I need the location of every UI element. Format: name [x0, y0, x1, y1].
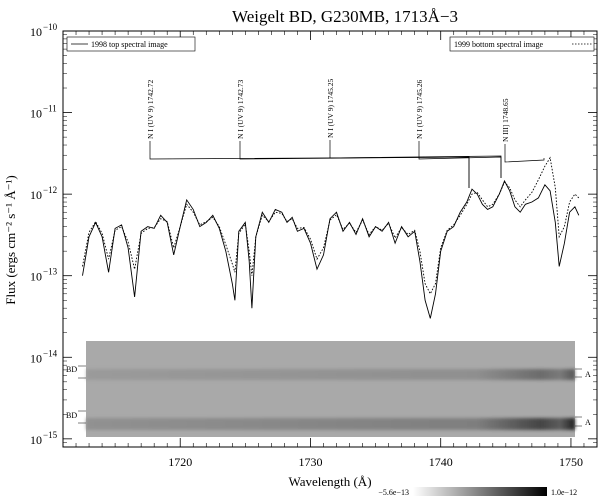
right-label-a-upper: A — [585, 370, 591, 379]
y-tick-label-exponent: −14 — [43, 348, 58, 358]
spectral-image — [86, 341, 575, 437]
y-tick-label: 10 −12 — [30, 185, 57, 202]
series-line-1 — [82, 179, 580, 319]
line-id-leader — [329, 140, 502, 178]
line-id-layer: N I (UV 9) 1742.72 N I (UV 9) 1742.73 N I … — [146, 79, 545, 188]
y-tick-label-base: 10 — [30, 107, 42, 121]
axis-ticks — [63, 30, 597, 447]
line-id-marker: N I (UV 9) 1745.26 — [415, 80, 502, 178]
line-id-marker: N I (UV 9) 1742.73 — [236, 80, 470, 188]
legend-right: 1999 bottom spectral image — [449, 36, 595, 52]
y-tick-label-exponent: −11 — [43, 104, 57, 114]
x-tick-label: 1750 — [559, 455, 583, 469]
y-tick-label-exponent: −15 — [43, 430, 58, 440]
legend-right-label: 1999 bottom spectral image — [454, 40, 544, 49]
y-tick-label: 10 −15 — [30, 430, 58, 447]
line-id-leader — [504, 144, 545, 163]
colorbar-gradient — [413, 487, 547, 496]
line-id-label: N I (UV 9) 1742.73 — [236, 80, 245, 139]
legend-left-box — [66, 36, 196, 52]
spectral-band-lower — [86, 418, 575, 430]
line-id-label: N I (UV 9) 1745.26 — [415, 80, 424, 139]
plot-frame — [62, 30, 598, 448]
chart-title: Weigelt BD, G230MB, 1713Å−3 — [232, 7, 458, 26]
x-tick-label: 1720 — [168, 455, 192, 469]
right-label-a-lower: A — [585, 418, 591, 427]
line-id-leader — [149, 141, 470, 188]
line-id-marker: N III] 1748.65 — [501, 98, 545, 163]
line-id-leader — [239, 141, 470, 188]
left-label-bd-lower: BD — [66, 411, 77, 420]
y-tick-label-base: 10 — [30, 270, 42, 284]
y-tick-label-base: 10 — [30, 25, 42, 39]
legend-left-label: 1998 top spectral image — [91, 40, 168, 49]
line-id-label: N I (UV 9) 1745.25 — [326, 79, 335, 138]
y-tick-label-base: 10 — [30, 351, 42, 365]
line-id-leader — [418, 141, 502, 178]
y-tick-label-exponent: −12 — [43, 185, 57, 195]
y-tick-label: 10 −10 — [30, 22, 58, 39]
legend-left: 1998 top spectral image — [66, 36, 196, 52]
series-line-2 — [82, 156, 580, 295]
series-layer — [82, 156, 580, 319]
y-tick-label-exponent: −10 — [43, 22, 58, 32]
y-tick-label-exponent: −13 — [43, 267, 58, 277]
y-tick-label: 10 −14 — [30, 348, 58, 365]
colorbar-min-label: −5.6e−13 — [378, 488, 409, 497]
x-tick-label: 1740 — [429, 455, 453, 469]
y-tick-label: 10 −11 — [30, 104, 57, 121]
y-tick-label: 10 −13 — [30, 267, 58, 284]
colorbar-max-label: 1.0e−12 — [551, 488, 577, 497]
x-axis-label: Wavelength (Å) — [288, 474, 371, 489]
x-tick-label: 1730 — [298, 455, 322, 469]
y-axis-label: Flux (ergs cm⁻² s⁻¹ Å⁻¹) — [3, 175, 18, 305]
line-id-label: N I (UV 9) 1742.72 — [146, 80, 155, 139]
line-id-label: N III] 1748.65 — [501, 98, 510, 142]
x-tick-labels: 1720 1730 1740 1750 — [168, 455, 583, 469]
colorbar: −5.6e−13 1.0e−12 — [378, 487, 577, 497]
y-tick-label-base: 10 — [30, 188, 42, 202]
left-label-bd-upper: BD — [66, 365, 77, 374]
legend-right-box — [449, 36, 595, 52]
line-id-marker: N I (UV 9) 1745.25 — [326, 79, 502, 178]
spectral-band-upper — [86, 369, 575, 380]
y-tick-label-base: 10 — [30, 433, 42, 447]
